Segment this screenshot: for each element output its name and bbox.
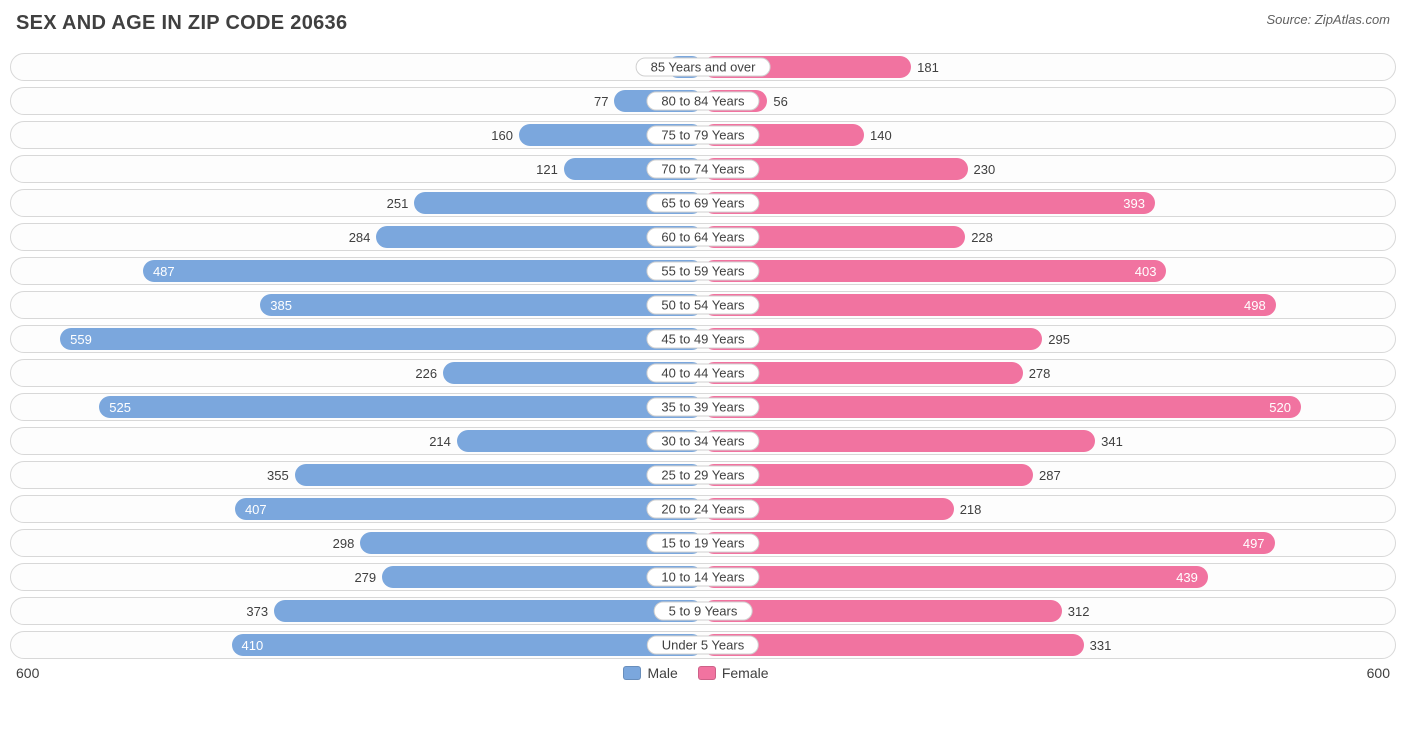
female-value: 497 — [703, 532, 1275, 554]
female-value: 230 — [968, 158, 996, 180]
male-value: 251 — [387, 192, 415, 214]
age-category-label: 30 to 34 Years — [646, 432, 759, 451]
legend-swatch-female — [698, 666, 716, 680]
chart-row: 279 43910 to 14 Years — [10, 563, 1396, 591]
male-value: 284 — [349, 226, 377, 248]
age-category-label: 60 to 64 Years — [646, 228, 759, 247]
female-value: 56 — [767, 90, 787, 112]
chart-header: SEX AND AGE IN ZIP CODE 20636 Source: Zi… — [10, 12, 1396, 35]
female-value: 439 — [703, 566, 1208, 588]
male-bar — [274, 600, 703, 622]
male-value: 410 — [232, 634, 704, 656]
female-value: 218 — [954, 498, 982, 520]
female-value: 295 — [1042, 328, 1070, 350]
age-category-label: 70 to 74 Years — [646, 160, 759, 179]
age-category-label: 20 to 24 Years — [646, 500, 759, 519]
female-value: 287 — [1033, 464, 1061, 486]
female-bar — [703, 600, 1062, 622]
female-value: 331 — [1084, 634, 1112, 656]
male-value: 407 — [235, 498, 703, 520]
legend-swatch-male — [623, 666, 641, 680]
female-value: 403 — [703, 260, 1166, 282]
age-category-label: 40 to 44 Years — [646, 364, 759, 383]
male-value: 373 — [246, 600, 274, 622]
female-value: 341 — [1095, 430, 1123, 452]
male-value: 77 — [594, 90, 614, 112]
chart-row: 410 331 Under 5 Years — [10, 631, 1396, 659]
chart-row: 48740355 to 59 Years — [10, 257, 1396, 285]
chart-source: Source: ZipAtlas.com — [1266, 12, 1390, 27]
legend-label-female: Female — [722, 665, 769, 681]
male-value: 121 — [536, 158, 564, 180]
age-category-label: 55 to 59 Years — [646, 262, 759, 281]
age-category-label: 5 to 9 Years — [654, 602, 753, 621]
age-category-label: Under 5 Years — [647, 636, 759, 655]
chart-row: 38549850 to 54 Years — [10, 291, 1396, 319]
male-value: 160 — [491, 124, 519, 146]
chart-row: 121 230 70 to 74 Years — [10, 155, 1396, 183]
male-value: 525 — [99, 396, 703, 418]
female-value: 181 — [911, 56, 939, 78]
male-value: 487 — [143, 260, 703, 282]
female-value: 312 — [1062, 600, 1090, 622]
age-category-label: 45 to 49 Years — [646, 330, 759, 349]
age-category-label: 65 to 69 Years — [646, 194, 759, 213]
age-category-label: 75 to 79 Years — [646, 126, 759, 145]
chart-row: 214 341 30 to 34 Years — [10, 427, 1396, 455]
female-value: 278 — [1023, 362, 1051, 384]
male-value: 559 — [60, 328, 703, 350]
chart-row: 559 295 45 to 49 Years — [10, 325, 1396, 353]
male-value: 279 — [354, 566, 382, 588]
chart-footer: 600 Male Female 600 — [10, 665, 1396, 681]
chart-title: SEX AND AGE IN ZIP CODE 20636 — [16, 12, 347, 35]
male-value: 214 — [429, 430, 457, 452]
age-category-label: 35 to 39 Years — [646, 398, 759, 417]
female-value: 140 — [864, 124, 892, 146]
chart-row: 407 218 20 to 24 Years — [10, 495, 1396, 523]
male-value: 226 — [415, 362, 443, 384]
female-value: 228 — [965, 226, 993, 248]
age-category-label: 80 to 84 Years — [646, 92, 759, 111]
population-pyramid-chart: 3118185 Years and over775680 to 84 Years… — [10, 53, 1396, 659]
female-value: 520 — [703, 396, 1301, 418]
chart-row: 52552035 to 39 Years — [10, 393, 1396, 421]
chart-row: 298 49715 to 19 Years — [10, 529, 1396, 557]
axis-max-left: 600 — [16, 665, 56, 681]
age-category-label: 85 Years and over — [636, 58, 771, 77]
age-category-label: 25 to 29 Years — [646, 466, 759, 485]
female-bar — [703, 430, 1095, 452]
axis-max-right: 600 — [1350, 665, 1390, 681]
male-value: 385 — [260, 294, 703, 316]
chart-row: 284 228 60 to 64 Years — [10, 223, 1396, 251]
chart-row: 226 278 40 to 44 Years — [10, 359, 1396, 387]
female-value: 393 — [703, 192, 1155, 214]
chart-row: 373 312 5 to 9 Years — [10, 597, 1396, 625]
chart-legend: Male Female — [56, 665, 1350, 681]
age-category-label: 15 to 19 Years — [646, 534, 759, 553]
age-category-label: 50 to 54 Years — [646, 296, 759, 315]
chart-row: 355 287 25 to 29 Years — [10, 461, 1396, 489]
female-value: 498 — [703, 294, 1276, 316]
chart-row: 160 140 75 to 79 Years — [10, 121, 1396, 149]
male-value: 298 — [333, 532, 361, 554]
chart-row: 251 39365 to 69 Years — [10, 189, 1396, 217]
age-category-label: 10 to 14 Years — [646, 568, 759, 587]
chart-row: 3118185 Years and over — [10, 53, 1396, 81]
legend-label-male: Male — [647, 665, 677, 681]
male-value: 355 — [267, 464, 295, 486]
chart-row: 77 56 80 to 84 Years — [10, 87, 1396, 115]
female-bar — [703, 634, 1084, 656]
male-bar — [295, 464, 703, 486]
